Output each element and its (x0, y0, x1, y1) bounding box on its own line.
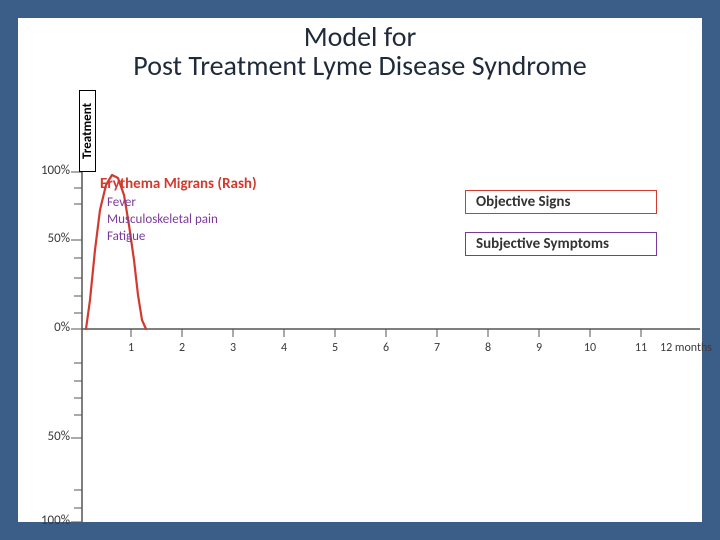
erythema-migrans-label: Erythema Migrans (Rash) (100, 175, 257, 193)
title-line-1: Model for (18, 22, 702, 51)
y-axis-label: 50% (48, 429, 70, 444)
y-axis-label: 0% (54, 320, 70, 335)
legend-subjective-symptoms: Subjective Symptoms (465, 232, 657, 256)
symptom-msk-pain: Musculoskeletal pain (107, 212, 218, 227)
legend-objective-signs: Objective Signs (465, 190, 657, 214)
slide-root: Model for Post Treatment Lyme Disease Sy… (0, 0, 720, 540)
symptom-fever: Fever (107, 195, 136, 210)
chart-panel (18, 82, 702, 522)
y-axis-label: 100% (41, 513, 70, 528)
title-line-2: Post Treatment Lyme Disease Syndrome (18, 51, 702, 80)
y-axis-label: 100% (41, 163, 70, 178)
symptom-fatigue: Fatigue (107, 229, 145, 244)
treatment-label: Treatment (79, 90, 96, 172)
slide-title: Model for Post Treatment Lyme Disease Sy… (0, 0, 720, 87)
y-axis-label: 50% (48, 231, 70, 246)
